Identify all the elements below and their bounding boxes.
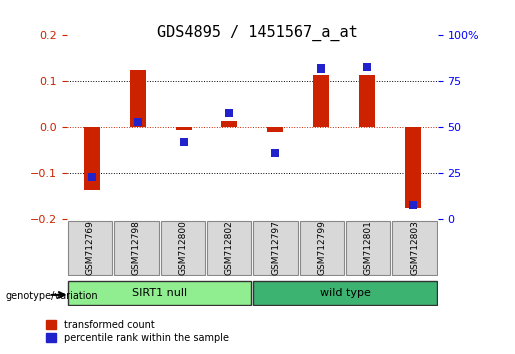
Bar (313, 75, 329, 127)
Legend: transformed count, percentile rank within the sample: transformed count, percentile rank withi… (46, 320, 229, 343)
FancyBboxPatch shape (300, 221, 344, 275)
Bar (221, 120, 237, 127)
FancyBboxPatch shape (68, 281, 251, 305)
Bar (317, 64, 325, 73)
Bar (363, 63, 371, 71)
Bar (226, 109, 233, 117)
Text: GSM712800: GSM712800 (178, 220, 187, 275)
Text: GSM712802: GSM712802 (225, 221, 234, 275)
Text: GSM712769: GSM712769 (85, 220, 95, 275)
Text: SIRT1 null: SIRT1 null (132, 288, 187, 298)
Bar (180, 138, 187, 146)
FancyBboxPatch shape (346, 221, 390, 275)
Bar (359, 75, 375, 127)
Text: GSM712801: GSM712801 (364, 220, 373, 275)
Bar (134, 118, 142, 126)
FancyBboxPatch shape (114, 221, 159, 275)
Bar (84, 127, 100, 190)
FancyBboxPatch shape (207, 221, 251, 275)
Bar (271, 149, 279, 157)
FancyBboxPatch shape (253, 281, 437, 305)
Text: GSM712797: GSM712797 (271, 220, 280, 275)
Text: GDS4895 / 1451567_a_at: GDS4895 / 1451567_a_at (157, 25, 358, 41)
FancyBboxPatch shape (253, 221, 298, 275)
Bar (409, 201, 417, 209)
Text: genotype/variation: genotype/variation (5, 291, 98, 301)
FancyBboxPatch shape (392, 221, 437, 275)
Text: GSM712799: GSM712799 (317, 220, 327, 275)
Bar (88, 173, 96, 181)
Bar (267, 127, 283, 132)
FancyBboxPatch shape (161, 221, 205, 275)
Bar (405, 127, 421, 208)
Bar (130, 70, 146, 127)
Bar (176, 127, 192, 130)
Text: GSM712803: GSM712803 (410, 220, 419, 275)
Text: wild type: wild type (320, 288, 370, 298)
FancyBboxPatch shape (68, 221, 112, 275)
Text: GSM712798: GSM712798 (132, 220, 141, 275)
